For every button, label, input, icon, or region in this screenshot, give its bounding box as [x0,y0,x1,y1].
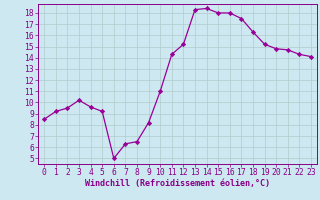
X-axis label: Windchill (Refroidissement éolien,°C): Windchill (Refroidissement éolien,°C) [85,179,270,188]
